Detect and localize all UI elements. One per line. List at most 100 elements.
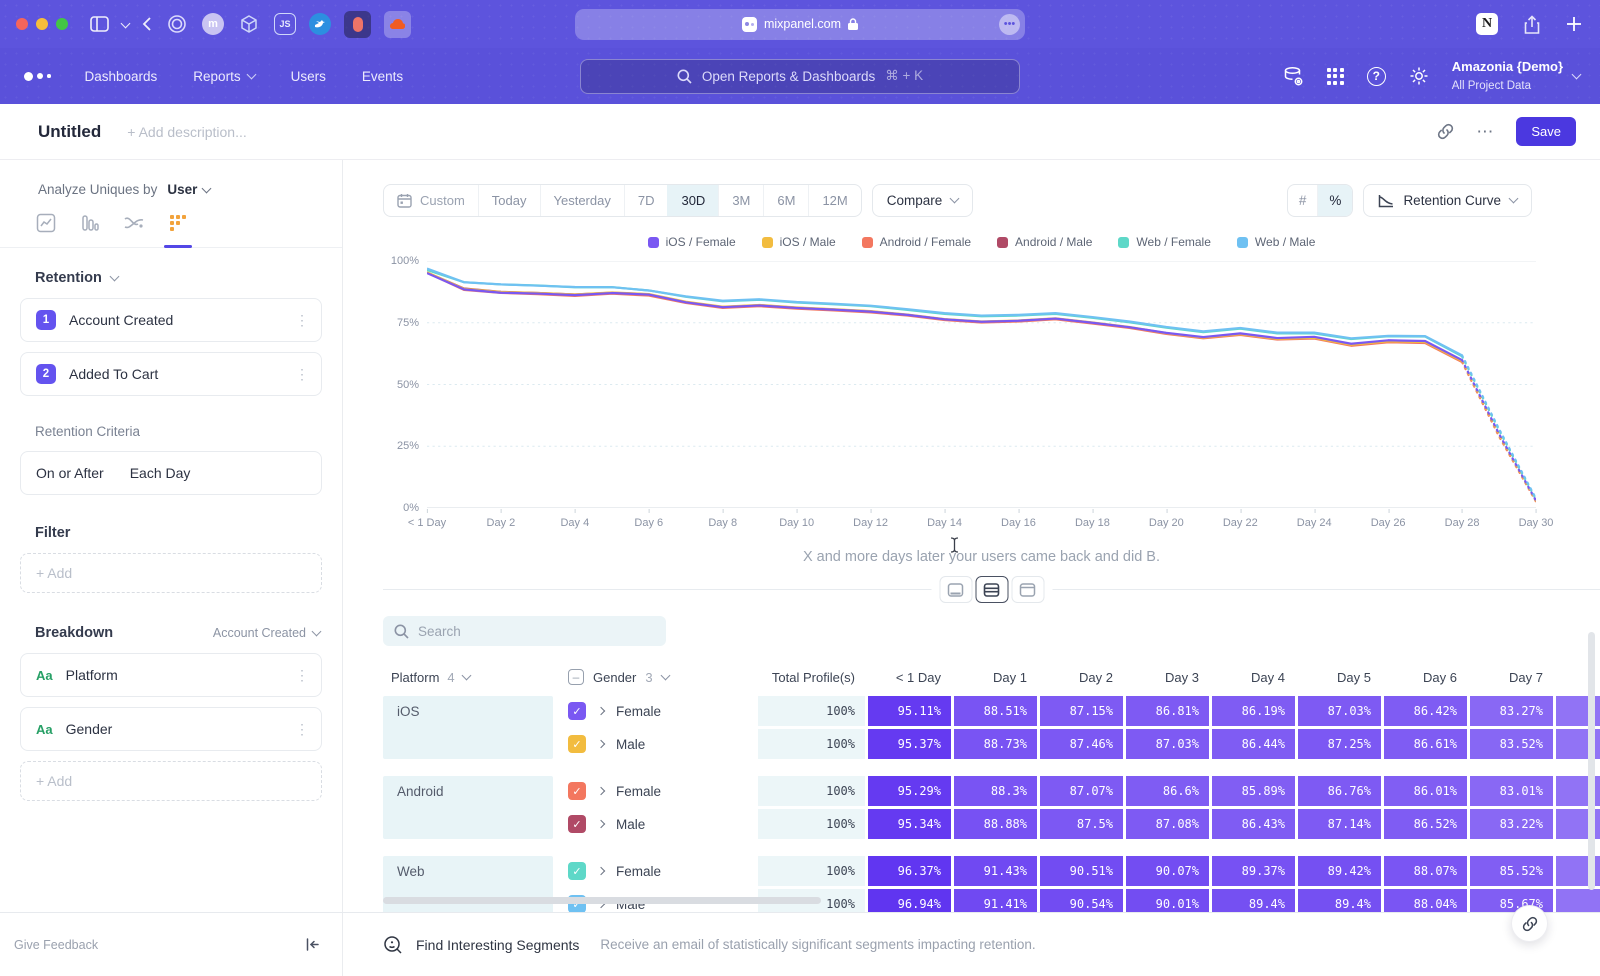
retention-value-cell[interactable]: 95.37% (868, 729, 951, 759)
plot-area[interactable] (427, 261, 1536, 508)
retention-value-cell[interactable]: 95.29% (868, 776, 951, 806)
window-zoom-button[interactable] (56, 18, 68, 30)
expand-chevron-icon[interactable] (596, 819, 606, 829)
extension-cube-icon[interactable] (237, 12, 261, 36)
give-feedback-link[interactable]: Give Feedback (14, 937, 99, 952)
step-menu-icon[interactable]: ⋮ (295, 365, 309, 382)
retention-value-cell[interactable]: 91.41% (954, 889, 1037, 912)
retention-value-cell[interactable]: 83.52% (1470, 729, 1553, 759)
retention-value-cell[interactable]: 88.07% (1384, 856, 1467, 886)
extension-soundcloud-icon[interactable] (384, 10, 411, 38)
series-checkbox[interactable]: ✓ (568, 702, 586, 720)
retention-value-cell[interactable]: 86.76% (1298, 776, 1381, 806)
browser-chevron-down-icon[interactable] (120, 18, 131, 28)
new-tab-icon[interactable] (1566, 16, 1582, 32)
extension-red-pill-icon[interactable] (344, 10, 371, 38)
gender-cell[interactable]: ✓ Female (568, 782, 743, 800)
retention-value-cell[interactable]: 85.89% (1212, 776, 1295, 806)
layout-table-only-button[interactable] (1011, 576, 1044, 603)
platform-column-header[interactable]: Platform 4 (383, 670, 553, 685)
select-all-checkbox[interactable]: – (568, 669, 584, 685)
retention-value-cell-clipped[interactable] (1556, 889, 1600, 912)
retention-value-cell[interactable]: 89.42% (1298, 856, 1381, 886)
legend-ios-male[interactable]: iOS / Male (761, 235, 836, 249)
series-checkbox[interactable]: ✓ (568, 735, 586, 753)
legend-web-male[interactable]: Web / Male (1236, 235, 1315, 249)
find-segments-title[interactable]: Find Interesting Segments (416, 936, 580, 953)
day-column-header[interactable]: Day 2 (1079, 669, 1113, 685)
day-column-header[interactable]: Day 4 (1251, 669, 1285, 685)
retention-value-cell[interactable]: 90.54% (1040, 889, 1123, 912)
browser-back-icon[interactable] (142, 16, 152, 32)
breakdown-item-gender[interactable]: Aa Gender ⋮ (20, 707, 322, 751)
breakdown-menu-icon[interactable]: ⋮ (295, 666, 309, 683)
apps-grid-icon[interactable] (1326, 67, 1344, 85)
retention-value-cell[interactable]: 90.07% (1126, 856, 1209, 886)
range-7d[interactable]: 7D (623, 185, 668, 216)
share-icon[interactable] (1524, 14, 1540, 34)
layout-chart-only-button[interactable] (939, 576, 972, 603)
browser-sidebar-icon[interactable] (90, 16, 109, 32)
gender-cell[interactable]: ✓ Female (568, 702, 743, 720)
share-link-fab[interactable] (1511, 905, 1548, 942)
criteria-on-or-after[interactable]: On or After (36, 465, 104, 481)
retention-value-cell[interactable]: 96.94% (868, 889, 951, 912)
table-search[interactable] (383, 616, 666, 646)
retention-value-cell[interactable]: 87.25% (1298, 729, 1381, 759)
gender-cell[interactable]: ✓ Female (568, 862, 743, 880)
day-column-header[interactable]: Day 1 (993, 669, 1027, 685)
vertical-scrollbar[interactable] (1588, 632, 1595, 890)
range-12m[interactable]: 12M (808, 185, 860, 216)
retention-value-cell[interactable]: 87.03% (1126, 729, 1209, 759)
retention-value-cell[interactable]: 96.37% (868, 856, 951, 886)
tab-retention[interactable] (156, 213, 200, 248)
range-yesterday[interactable]: Yesterday (539, 185, 624, 216)
absolute-values-toggle[interactable]: # (1298, 193, 1307, 208)
platform-cell[interactable]: Android (383, 776, 553, 839)
criteria-each-day[interactable]: Each Day (129, 465, 191, 481)
retention-value-cell[interactable]: 87.14% (1298, 809, 1381, 839)
org-switcher[interactable]: Amazonia {Demo} All Project Data (1452, 58, 1582, 94)
series-checkbox[interactable]: ✓ (568, 782, 586, 800)
retention-value-cell[interactable]: 89.4% (1212, 889, 1295, 912)
report-title[interactable]: Untitled (38, 121, 102, 141)
day-column-header[interactable]: Day 7 (1509, 669, 1543, 685)
retention-value-cell[interactable]: 87.03% (1298, 696, 1381, 726)
retention-value-cell[interactable]: 89.4% (1298, 889, 1381, 912)
expand-chevron-icon[interactable] (596, 866, 606, 876)
retention-value-cell[interactable]: 86.52% (1384, 809, 1467, 839)
nav-item-dashboards[interactable]: Dashboards (84, 68, 158, 84)
retention-value-cell[interactable]: 87.46% (1040, 729, 1123, 759)
extension-target-icon[interactable] (165, 12, 189, 36)
retention-value-cell[interactable]: 87.15% (1040, 696, 1123, 726)
mixpanel-logo[interactable] (24, 71, 51, 81)
retention-value-cell[interactable]: 85.52% (1470, 856, 1553, 886)
retention-value-cell[interactable]: 88.04% (1384, 889, 1467, 912)
retention-value-cell[interactable]: 83.22% (1470, 809, 1553, 839)
day-column-header[interactable]: < 1 Day (895, 669, 941, 685)
window-minimize-button[interactable] (36, 18, 48, 30)
retention-value-cell[interactable]: 88.73% (954, 729, 1037, 759)
expand-chevron-icon[interactable] (596, 739, 606, 749)
copy-link-icon[interactable] (1437, 123, 1454, 140)
breakdown-menu-icon[interactable]: ⋮ (295, 720, 309, 737)
retention-value-cell[interactable]: 95.11% (868, 696, 951, 726)
notion-icon[interactable]: N (1476, 13, 1498, 35)
retention-value-cell[interactable]: 83.27% (1470, 696, 1553, 726)
analyze-value[interactable]: User (167, 182, 198, 197)
compare-button[interactable]: Compare (871, 184, 974, 217)
total-profiles-header[interactable]: Total Profile(s) (771, 669, 855, 685)
range-6m[interactable]: 6M (763, 185, 808, 216)
range-today[interactable]: Today (477, 185, 540, 216)
tab-flows[interactable] (112, 213, 156, 247)
percent-values-toggle[interactable]: % (1317, 185, 1353, 216)
legend-web-female[interactable]: Web / Female (1118, 235, 1211, 249)
retention-value-cell[interactable]: 86.81% (1126, 696, 1209, 726)
extension-bird-icon[interactable] (309, 13, 331, 35)
url-more-icon[interactable]: ••• (999, 13, 1020, 35)
retention-section-heading[interactable]: Retention (35, 270, 322, 286)
global-search[interactable]: Open Reports & Dashboards ⌘ + K (580, 58, 1020, 94)
tab-funnels[interactable] (68, 213, 112, 247)
retention-value-cell[interactable]: 83.01% (1470, 776, 1553, 806)
nav-item-users[interactable]: Users (290, 68, 326, 84)
